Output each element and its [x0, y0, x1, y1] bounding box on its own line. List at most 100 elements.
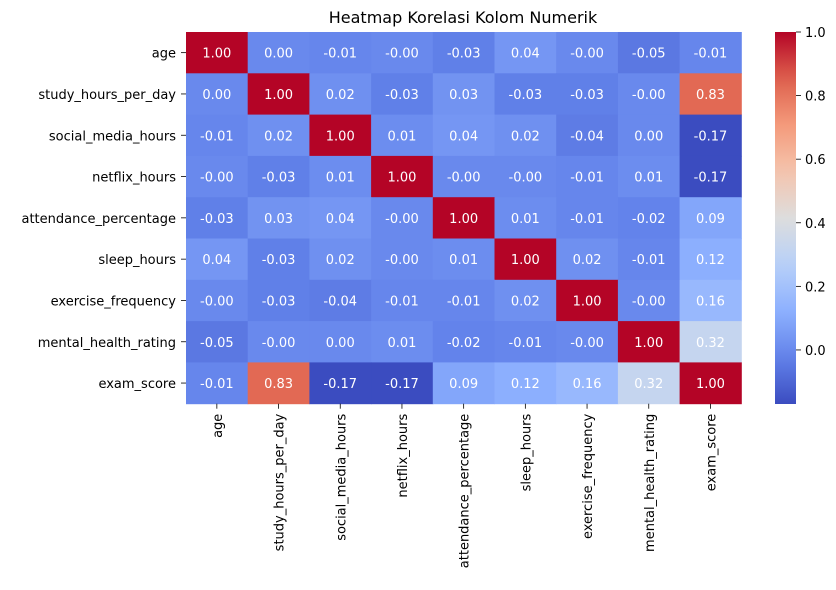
column-tick-label: exercise_frequency — [581, 413, 596, 539]
heatmap-cell-label: -0.05 — [632, 47, 666, 62]
heatmap-cell-label: -0.00 — [262, 336, 296, 351]
heatmap-cell — [494, 32, 557, 74]
heatmap-cell — [432, 279, 495, 322]
heatmap-cell-label: 0.02 — [573, 253, 602, 268]
column-tick-labels: age study_hours_per_day social_media_hours… — [211, 403, 719, 568]
heatmap-cell-label: -0.01 — [200, 377, 234, 392]
heatmap-cell — [432, 321, 495, 363]
heatmap-cell-label: -0.04 — [323, 294, 357, 309]
heatmap-cell — [679, 279, 742, 322]
heatmap-cell-label: -0.02 — [447, 336, 481, 351]
heatmap-cell-label: -0.00 — [385, 212, 419, 227]
column-tick-label: mental_health_rating — [643, 414, 658, 552]
colorbar-tick-label: 0.0 — [805, 344, 826, 359]
heatmap-cell — [371, 155, 434, 198]
column-tick-label: age — [211, 414, 226, 438]
heatmap-cell-label: 1.00 — [387, 171, 416, 186]
heatmap-cell-label: -0.00 — [200, 171, 234, 186]
heatmap-cell-label: 0.12 — [696, 253, 725, 268]
heatmap-cell — [432, 114, 495, 157]
heatmap-cell — [186, 362, 249, 405]
heatmap-cell — [556, 197, 619, 239]
heatmap-cell-label: -0.01 — [570, 171, 604, 186]
heatmap-cell-label: 0.01 — [634, 171, 663, 186]
heatmap-cell — [432, 32, 495, 74]
heatmap-cell — [371, 238, 434, 281]
row-tick-label: social_media_hours — [49, 129, 176, 144]
heatmap-cell — [556, 279, 619, 322]
heatmap-cell — [494, 238, 557, 281]
heatmap-cell-label: -0.17 — [694, 129, 728, 144]
heatmap-cell-label: -0.01 — [632, 253, 666, 268]
column-tick-label: sleep_hours — [519, 413, 534, 491]
heatmap-cell — [556, 73, 619, 116]
heatmap-cell — [247, 32, 310, 74]
heatmap-cell-label: -0.01 — [570, 212, 604, 227]
heatmap-cell — [617, 238, 681, 281]
heatmap-cell-label: 1.00 — [573, 294, 602, 309]
heatmap-cell — [679, 114, 742, 157]
heatmap-cell — [556, 362, 619, 405]
heatmap-cell — [371, 197, 434, 239]
heatmap-cell-label: -0.01 — [323, 47, 357, 62]
row-tick-label: exercise_frequency — [51, 294, 177, 309]
heatmap-cell — [679, 73, 742, 116]
heatmap-cell-label: -0.03 — [262, 253, 296, 268]
heatmap-cell-label: -0.04 — [570, 129, 604, 144]
heatmap-cell — [371, 362, 434, 405]
heatmap-cell-label: 1.00 — [634, 336, 663, 351]
heatmap-cell-label: 0.00 — [264, 47, 293, 62]
heatmap-cell-label: -0.01 — [447, 294, 481, 309]
heatmap-cell-label: -0.02 — [632, 212, 666, 227]
heatmap-cell — [186, 155, 249, 198]
column-tick-label: netflix_hours — [396, 413, 411, 497]
row-tick-labels: age study_hours_per_day social_media_hours… — [21, 47, 186, 392]
heatmap-cell — [617, 197, 681, 239]
heatmap-cell-label: -0.03 — [262, 294, 296, 309]
heatmap-cell-label: 0.04 — [202, 253, 231, 268]
heatmap-cell-label: 0.01 — [387, 336, 416, 351]
heatmap-cell-label: 0.09 — [449, 377, 478, 392]
heatmap-cell-label: -0.01 — [509, 336, 543, 351]
heatmap-cell-label: 0.00 — [634, 129, 663, 144]
heatmap-cell — [679, 32, 742, 74]
heatmap-cell-label: 0.04 — [511, 47, 540, 62]
heatmap-cell — [494, 279, 557, 322]
heatmap-cell — [371, 279, 434, 322]
heatmap-cell-label: 1.00 — [449, 212, 478, 227]
heatmap-cell — [309, 362, 372, 405]
heatmap-cell-label: -0.17 — [694, 171, 728, 186]
heatmap-cell — [309, 155, 372, 198]
heatmap-cell-label: 0.00 — [326, 336, 355, 351]
heatmap-cell — [494, 155, 557, 198]
heatmap-cell — [186, 279, 249, 322]
heatmap-cell — [617, 279, 681, 322]
heatmap-cell-label: 0.01 — [511, 212, 540, 227]
heatmap-cell-label: -0.05 — [200, 336, 234, 351]
colorbar-tick-label: 0.8 — [805, 90, 826, 105]
column-tick-label: exam_score — [704, 414, 719, 492]
row-tick-label: attendance_percentage — [21, 212, 176, 227]
heatmap-cell — [432, 155, 495, 198]
heatmap-cell — [186, 321, 249, 363]
heatmap-cell-label: 0.00 — [202, 88, 231, 103]
row-tick-label: age — [152, 47, 176, 62]
heatmap-cell-label: 1.00 — [202, 47, 231, 62]
heatmap-cell — [494, 73, 557, 116]
colorbar-tick-label: 1.0 — [805, 26, 826, 41]
heatmap-cell-label: 0.03 — [449, 88, 478, 103]
heatmap-cell — [679, 321, 742, 363]
heatmap-cell-label: -0.03 — [262, 171, 296, 186]
colorbar-ticks: 1.0 0.8 0.6 0.4 0.2 0.0 — [796, 26, 826, 359]
heatmap-cell-label: -0.03 — [570, 88, 604, 103]
heatmap-cell — [494, 321, 557, 363]
heatmap-cell — [617, 155, 681, 198]
colorbar — [775, 32, 796, 404]
heatmap-cell-label: -0.01 — [200, 129, 234, 144]
heatmap-cell — [247, 321, 310, 363]
heatmap-cell-label: -0.03 — [385, 88, 419, 103]
heatmap-cell-label: 0.02 — [326, 88, 355, 103]
heatmap-cell-label: 1.00 — [326, 129, 355, 144]
heatmap-cell-label: -0.00 — [447, 171, 481, 186]
heatmap-cell — [186, 114, 249, 157]
